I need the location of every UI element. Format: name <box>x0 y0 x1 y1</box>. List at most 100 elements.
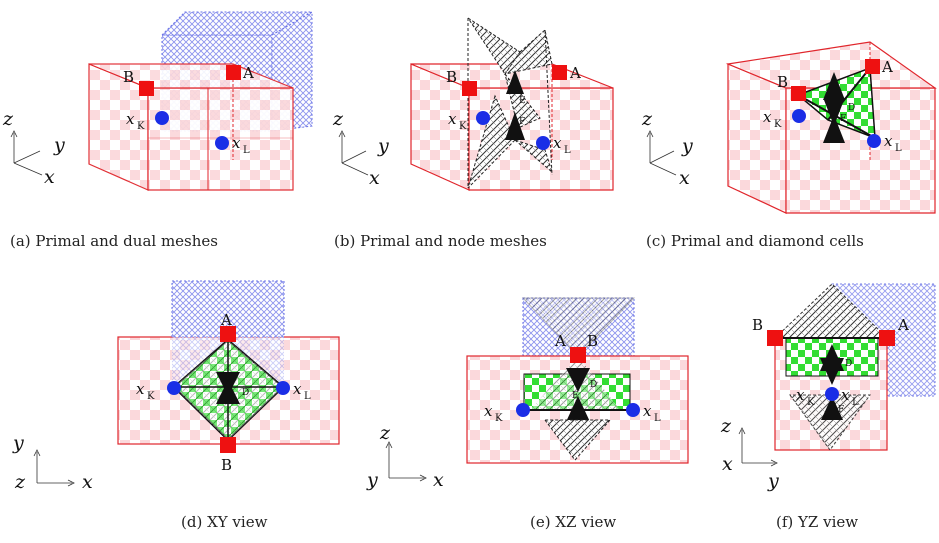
node-mesh: E F <box>467 17 554 189</box>
label-a: A <box>554 332 566 350</box>
label-xl-sub: L <box>564 145 571 156</box>
svg-text:x: x <box>44 166 55 188</box>
label-xk: x <box>126 110 135 128</box>
node-a-marker <box>226 65 241 80</box>
node-b-marker <box>220 437 236 453</box>
svg-text:y: y <box>12 432 24 454</box>
axis-triad-a: z y x <box>2 108 65 188</box>
node-a-marker <box>865 59 880 74</box>
primal-cell <box>725 41 937 214</box>
node-triangle-lower <box>505 112 525 140</box>
axis-triad-c: z y x <box>641 108 693 189</box>
svg-text:x: x <box>82 471 93 493</box>
cell-center-l <box>867 134 881 148</box>
label-xl: x <box>643 402 652 420</box>
label-b: B <box>752 316 763 334</box>
svg-text:z: z <box>332 108 344 130</box>
node-triangle-upper <box>506 70 524 94</box>
label-xl-sub: L <box>654 413 661 424</box>
label-b: B <box>587 332 598 350</box>
axis-triad-b: z y x <box>332 108 389 189</box>
label-xl-sub: L <box>243 145 250 156</box>
node-a-marker <box>570 347 586 363</box>
panel-a: A B x K x L z y x (a) Primal and dual me… <box>2 11 314 250</box>
svg-text:y: y <box>681 135 693 157</box>
svg-text:E: E <box>519 96 526 106</box>
svg-text:z: z <box>379 422 391 444</box>
label-xl-sub: L <box>852 397 859 408</box>
node-b-marker <box>791 86 806 101</box>
node-triangle-lower <box>821 396 843 420</box>
panel-b: E F A B x K x L z y x (b) Primal and nod… <box>332 17 614 250</box>
svg-text:x: x <box>679 167 690 189</box>
svg-text:z: z <box>2 108 14 130</box>
label-a: A <box>220 311 232 329</box>
svg-text:D: D <box>845 359 852 369</box>
label-xl: x <box>841 386 850 404</box>
node-triangle-upper <box>823 72 845 100</box>
axis-triad-e: z y x <box>366 422 444 491</box>
svg-text:y: y <box>767 470 779 492</box>
label-xk: x <box>763 108 772 126</box>
svg-text:z: z <box>14 471 26 493</box>
svg-text:x: x <box>433 469 444 491</box>
svg-text:E: E <box>572 391 579 401</box>
label-xk-sub: K <box>774 119 782 130</box>
svg-text:F: F <box>840 114 846 124</box>
axis-triad-f: z x y <box>720 415 779 492</box>
label-xk: x <box>796 386 805 404</box>
label-xl: x <box>293 380 302 398</box>
node-triangle-upper <box>566 368 590 392</box>
primal-cell <box>88 63 294 191</box>
cell-center-k <box>476 111 490 125</box>
cell-center-k <box>167 381 181 395</box>
label-xl-sub: L <box>895 143 902 154</box>
svg-text:F: F <box>838 405 844 415</box>
label-xl-sub: L <box>304 391 311 402</box>
svg-text:z: z <box>720 415 732 437</box>
label-a: A <box>897 316 909 334</box>
panel-f: D F A B x K x L z x y (f) YZ view <box>720 283 936 531</box>
node-triangle-lower <box>565 396 591 424</box>
cell-center-l <box>276 381 290 395</box>
label-b: B <box>446 68 457 86</box>
caption-c: (c) Primal and diamond cells <box>646 232 864 250</box>
panel-e: D E A B x K x L z y x (e) XZ view <box>366 297 689 531</box>
label-xk: x <box>448 110 457 128</box>
label-b: B <box>777 73 788 91</box>
label-xk-sub: K <box>137 121 145 132</box>
label-xk-sub: K <box>147 391 155 402</box>
caption-f: (f) YZ view <box>776 513 858 531</box>
svg-text:D: D <box>242 388 249 398</box>
label-xk-sub: K <box>495 413 503 424</box>
svg-text:z: z <box>641 108 653 130</box>
node-b-marker <box>767 330 783 346</box>
label-xl: x <box>232 134 241 152</box>
cell-center-kl <box>825 387 839 401</box>
cell-center-l <box>626 403 640 417</box>
diamond-cell: D F <box>796 66 876 143</box>
label-a: A <box>881 58 893 76</box>
panel-c: D F A B x K x L z y x (c) Primal and dia… <box>641 41 937 250</box>
caption-e: (e) XZ view <box>530 513 616 531</box>
node-a-marker <box>879 330 895 346</box>
svg-text:F: F <box>519 117 525 127</box>
cell-center-k <box>792 109 806 123</box>
node-triangle-lower <box>823 115 845 143</box>
label-b: B <box>123 68 134 86</box>
cell-center-k <box>516 403 530 417</box>
cell-center-k <box>155 111 169 125</box>
caption-a: (a) Primal and dual meshes <box>10 232 218 250</box>
svg-text:D: D <box>848 103 855 113</box>
panel-d: D A B x K x L y z x (d) XY view <box>12 280 340 531</box>
label-xk-sub: K <box>807 397 815 408</box>
label-xk-sub: K <box>459 121 467 132</box>
axis-triad-d: y z x <box>12 432 93 493</box>
label-xk: x <box>136 380 145 398</box>
label-xl: x <box>884 132 893 150</box>
label-a: A <box>242 64 254 82</box>
node-b-marker <box>139 81 154 96</box>
node-triangle-mid <box>824 100 844 126</box>
svg-text:y: y <box>377 135 389 157</box>
cell-center-l <box>536 136 550 150</box>
